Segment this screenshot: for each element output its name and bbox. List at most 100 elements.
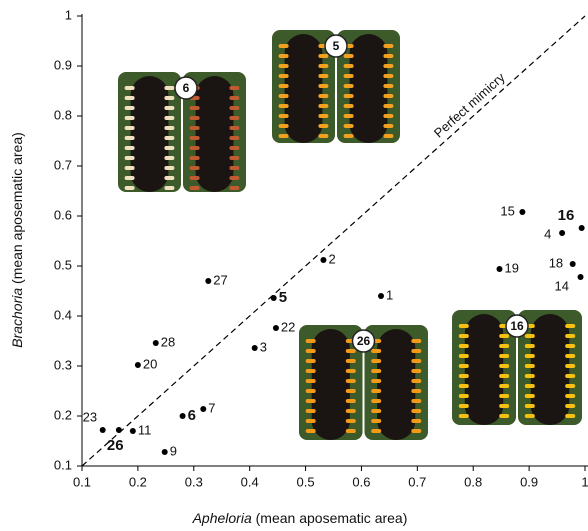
millipede-spot (411, 399, 421, 403)
point-label: 20 (143, 356, 157, 371)
millipede-spot (125, 156, 135, 160)
millipede-spot (459, 414, 469, 418)
millipede-spot (190, 116, 200, 120)
millipede-spot (411, 429, 421, 433)
millipede-spot (565, 394, 575, 398)
photo: 6 (118, 72, 246, 192)
millipede-spot (459, 384, 469, 388)
photo: 26 (299, 325, 428, 440)
x-tick-label: 0.8 (464, 474, 482, 489)
millipede-spot (344, 84, 354, 88)
point-label: 3 (260, 339, 267, 354)
millipede-spot (371, 429, 381, 433)
data-point (378, 293, 384, 299)
millipede-spot (279, 104, 289, 108)
millipede-spot (229, 96, 239, 100)
millipede-spot (383, 54, 393, 58)
millipede-spot (318, 64, 328, 68)
millipede-spot (371, 409, 381, 413)
millipede-spot (411, 389, 421, 393)
millipede-spot (125, 126, 135, 130)
millipede-spot (525, 414, 535, 418)
data-point (579, 225, 585, 231)
point-label: 7 (208, 400, 215, 415)
millipede-spot (499, 394, 509, 398)
millipede-spot (371, 399, 381, 403)
millipede-spot (371, 359, 381, 363)
millipede-spot (125, 146, 135, 150)
millipede-spot (383, 104, 393, 108)
millipede-body (531, 314, 569, 425)
y-tick-label: 0.9 (54, 57, 72, 72)
millipede-body (312, 329, 350, 440)
millipede-spot (371, 389, 381, 393)
point-label: 1 (386, 287, 393, 302)
millipede-spot (411, 419, 421, 423)
millipede-spot (459, 354, 469, 358)
x-tick-label: 0.2 (129, 474, 147, 489)
data-point (162, 449, 168, 455)
millipede-spot (164, 186, 174, 190)
millipede-spot (229, 166, 239, 170)
millipede-spot (306, 339, 316, 343)
photo-label: 6 (183, 81, 190, 95)
y-tick-label: 0.8 (54, 107, 72, 122)
y-tick-label: 0.6 (54, 207, 72, 222)
point-label: 26 (107, 437, 124, 454)
millipede-spot (371, 349, 381, 353)
millipede-body (131, 76, 169, 192)
millipede-spot (164, 126, 174, 130)
y-tick-label: 1 (65, 7, 72, 22)
millipede-spot (565, 404, 575, 408)
millipede-spot (344, 134, 354, 138)
x-tick-label: 0.5 (297, 474, 315, 489)
millipede-spot (125, 96, 135, 100)
point-label: 11 (138, 422, 152, 437)
data-point (496, 266, 502, 272)
data-point (130, 428, 136, 434)
millipede-spot (383, 64, 393, 68)
x-tick-label: 0.9 (520, 474, 538, 489)
millipede-spot (499, 354, 509, 358)
millipede-spot (318, 134, 328, 138)
millipede-spot (318, 74, 328, 78)
y-title-rest: (mean aposematic area) (9, 132, 25, 284)
x-tick-label: 0.4 (241, 474, 259, 489)
millipede-spot (279, 54, 289, 58)
point-label: 23 (83, 409, 97, 424)
millipede-spot (306, 349, 316, 353)
millipede-spot (125, 186, 135, 190)
millipede-spot (344, 114, 354, 118)
millipede-spot (229, 156, 239, 160)
point-label: 2 (328, 251, 335, 266)
millipede-spot (565, 334, 575, 338)
millipede-spot (190, 106, 200, 110)
data-point (116, 427, 122, 433)
millipede-spot (383, 84, 393, 88)
millipede-spot (525, 394, 535, 398)
millipede-spot (164, 116, 174, 120)
millipede-spot (229, 86, 239, 90)
y-title-genus: Brachoria (9, 288, 25, 348)
millipede-spot (306, 379, 316, 383)
millipede-spot (190, 136, 200, 140)
millipede-spot (346, 379, 356, 383)
millipede-spot (125, 86, 135, 90)
millipede-spot (279, 84, 289, 88)
data-point (271, 295, 277, 301)
point-label: 15 (500, 203, 514, 218)
millipede-spot (306, 429, 316, 433)
point-label: 14 (555, 278, 569, 293)
millipede-spot (279, 64, 289, 68)
x-tick-label: 0.1 (73, 474, 91, 489)
millipede-spot (318, 84, 328, 88)
data-point (200, 406, 206, 412)
millipede-spot (229, 146, 239, 150)
data-point (153, 340, 159, 346)
x-axis-title: Apheloria (mean aposematic area) (192, 510, 408, 526)
millipede-spot (318, 54, 328, 58)
millipede-spot (371, 379, 381, 383)
millipede-spot (565, 324, 575, 328)
point-label: 16 (558, 207, 575, 224)
chart: Apheloria (mean aposematic area) Brachor… (0, 0, 588, 531)
